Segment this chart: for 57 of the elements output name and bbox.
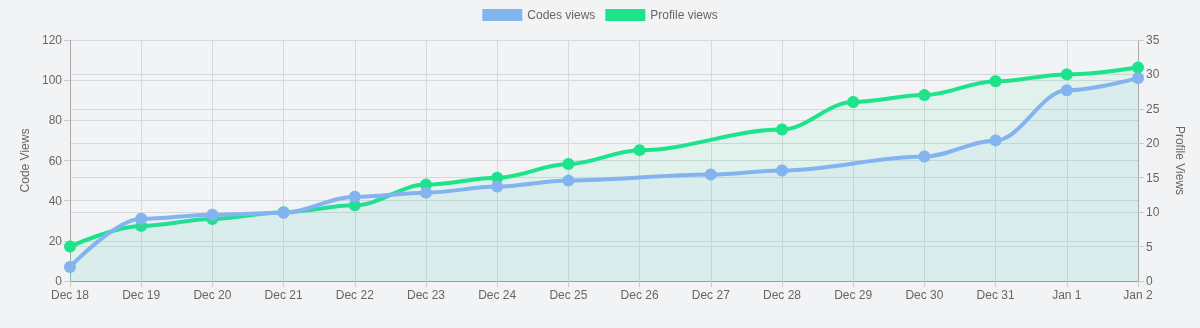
x-tick-label: Dec 26 — [620, 288, 659, 302]
y2-tick-label: 20 — [1146, 136, 1160, 151]
y2-axis-title: Profile Views — [1173, 125, 1187, 196]
y2-tick-label: 25 — [1146, 101, 1160, 116]
point — [64, 260, 76, 273]
x-tick-label: Dec 28 — [762, 288, 802, 302]
y-tick-label: 0 — [55, 274, 63, 288]
legend-label: Codes views — [527, 8, 596, 22]
point — [64, 240, 76, 253]
x-tick-label: Dec 20 — [193, 288, 232, 302]
y-tick-label: 120 — [41, 33, 63, 47]
point — [704, 168, 717, 181]
x-tick-label: Dec 22 — [335, 288, 375, 302]
x-tick-label: Dec 24 — [478, 288, 517, 302]
y-tick-label: 40 — [48, 193, 63, 208]
point — [776, 164, 788, 177]
x-tick-label: Dec 30 — [905, 288, 944, 302]
point — [562, 157, 575, 170]
y-tick-label: 80 — [48, 113, 63, 128]
x-tick-label: Dec 25 — [549, 288, 588, 302]
point — [491, 180, 504, 193]
point — [348, 190, 361, 203]
y2-tick-label: 0 — [1146, 274, 1153, 288]
y2-tick-label: 10 — [1146, 205, 1160, 220]
y-tick-label: 100 — [41, 73, 63, 88]
x-tick-label: Dec 31 — [976, 288, 1015, 302]
point — [918, 150, 931, 163]
x-tick-label: Dec 19 — [122, 288, 161, 302]
point — [989, 134, 1002, 147]
x-tick-label: Dec 21 — [264, 288, 303, 302]
point — [989, 75, 1002, 88]
x-tick-label: Dec 27 — [691, 288, 731, 302]
y2-tick-label: 30 — [1146, 67, 1160, 82]
y-axis-title: Code Views — [18, 128, 33, 193]
point — [918, 89, 931, 102]
x-tick-label: Dec 29 — [834, 288, 873, 302]
point — [206, 208, 219, 221]
point — [1132, 72, 1144, 85]
point — [776, 123, 788, 136]
x-tick-label: Dec 18 — [50, 288, 90, 302]
point — [1060, 84, 1073, 97]
y2-tick-label: 15 — [1146, 170, 1160, 185]
point — [562, 174, 575, 187]
point — [1132, 61, 1144, 74]
y2-tick-label: 5 — [1146, 239, 1153, 254]
point — [1060, 68, 1073, 81]
y-tick-label: 20 — [48, 233, 63, 248]
y-tick-label: 60 — [48, 153, 63, 168]
x-tick-label: Dec 23 — [406, 288, 446, 302]
legend-label: Profile views — [650, 8, 718, 22]
point — [420, 186, 432, 199]
x-tick-label: Jan 2 — [1123, 288, 1153, 302]
point — [135, 212, 148, 225]
point — [633, 144, 646, 157]
point — [847, 95, 860, 108]
x-tick-label: Jan 1 — [1052, 288, 1082, 302]
y2-tick-label: 35 — [1146, 33, 1160, 47]
